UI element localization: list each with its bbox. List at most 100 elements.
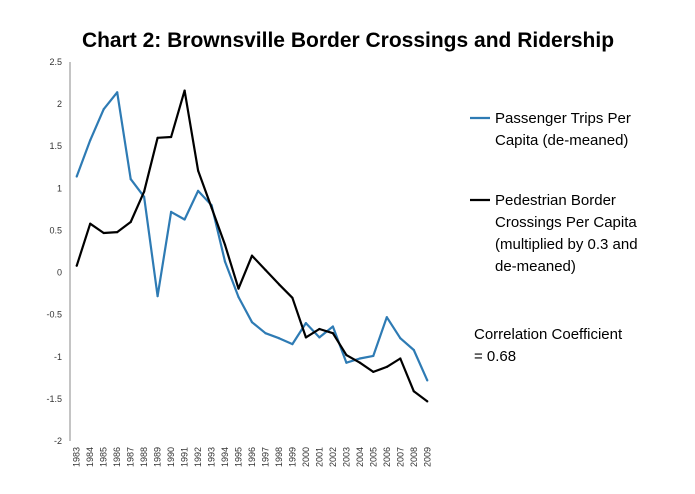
correlation-annotation: Correlation Coefficient = 0.68 [474, 326, 623, 365]
x-tick-label: 1983 [72, 447, 82, 467]
x-tick-label: 2002 [328, 447, 338, 467]
correlation-text: Correlation Coefficient [474, 326, 623, 343]
series-2-point [318, 327, 321, 331]
series-2-point [412, 390, 415, 393]
x-tick-label: 1987 [126, 447, 136, 467]
y-tick-label: 1.5 [49, 141, 62, 151]
series-2-point [372, 370, 375, 373]
y-tick-label: -0.5 [46, 310, 62, 320]
series-1-point [143, 195, 146, 198]
series-2-point [170, 135, 173, 139]
series-2-point [75, 264, 78, 267]
y-tick-label: 0 [57, 268, 62, 278]
series-2-point [331, 332, 334, 335]
series-1-point [223, 260, 227, 263]
series-1-point [385, 316, 388, 319]
x-ticks: 1983 1984 1985 1986 1987 1988 1989 1990 1991 1992… [72, 447, 433, 467]
x-tick-label: 1994 [220, 447, 230, 467]
legend-label-2: Crossings Per Capita [495, 214, 637, 231]
series-2-point [277, 283, 281, 286]
series-1-point [291, 343, 294, 346]
series-2-point [129, 220, 132, 224]
x-tick-label: 1984 [85, 447, 95, 467]
x-tick-label: 1986 [112, 447, 122, 467]
series-2-point [304, 336, 307, 339]
series-2-point [426, 400, 429, 403]
x-tick-label: 2009 [422, 447, 432, 467]
series-2-point [291, 296, 294, 299]
series-1-point [89, 139, 92, 142]
legend: Passenger Trips Per Capita (de-meaned) Ped… [470, 110, 638, 275]
x-tick-label: 1988 [139, 447, 149, 467]
x-tick-label: 1998 [274, 447, 284, 467]
x-tick-label: 1992 [193, 447, 203, 467]
series-2-point [210, 206, 213, 209]
series-2-point [183, 89, 186, 92]
legend-label-1: Capita (de-meaned) [495, 132, 628, 149]
x-tick-label: 1990 [166, 447, 176, 467]
x-tick-label: 2005 [368, 447, 378, 467]
series-1-point [129, 178, 132, 181]
series-2-point [250, 254, 254, 257]
series-1-point [331, 325, 334, 328]
x-tick-label: 1996 [247, 447, 257, 467]
x-tick-label: 1997 [260, 447, 270, 467]
y-tick-label: 2 [57, 99, 62, 109]
series-1-point [170, 210, 173, 213]
x-tick-label: 1991 [180, 447, 190, 467]
x-tick-label: 2001 [314, 447, 324, 467]
x-tick-label: 2006 [382, 447, 392, 467]
series-1-point [250, 321, 254, 324]
series-1-point [426, 379, 429, 382]
series-1-point [75, 175, 78, 178]
series-1-point [412, 348, 415, 352]
legend-label-2: Pedestrian Border [495, 192, 616, 209]
x-tick-label: 2004 [355, 447, 365, 467]
chart-title: Chart 2: Brownsville Border Crossings an… [82, 29, 614, 52]
x-tick-label: 1999 [287, 447, 297, 467]
legend-label-1: Passenger Trips Per [495, 110, 631, 127]
series-1-point [156, 295, 159, 298]
legend-label-2: de-meaned) [495, 258, 576, 275]
series-2-point [89, 222, 92, 225]
series-1-point [358, 357, 361, 360]
x-tick-label: 1989 [153, 447, 163, 467]
series-2-point [385, 365, 388, 368]
x-tick-label: 1995 [234, 447, 244, 467]
series-1-point [277, 337, 281, 340]
series-2-point [345, 354, 348, 357]
x-tick-label: 2007 [395, 447, 405, 467]
y-tick-label: -2 [54, 436, 62, 446]
y-tick-label: 1 [57, 183, 62, 193]
x-tick-label: 1993 [207, 447, 217, 467]
series-1-point [399, 337, 402, 340]
series-2-point [156, 136, 159, 139]
y-ticks: 2.5 2 1.5 1 0.5 0 -0.5 -1 -1.5 -2 [46, 57, 62, 446]
series-2-point [237, 287, 240, 290]
series-1-point [102, 108, 105, 111]
y-tick-label: -1.5 [46, 394, 62, 404]
series-1-point [183, 218, 186, 221]
series-2-point [116, 231, 119, 234]
series-2-point [399, 357, 402, 360]
correlation-text: = 0.68 [474, 348, 516, 365]
series-lines [75, 89, 429, 403]
series-line-1 [75, 91, 429, 381]
series-1-point [264, 332, 267, 335]
y-tick-label: 2.5 [49, 57, 62, 67]
series-2-point [223, 243, 227, 246]
series-2-point [264, 268, 267, 272]
x-tick-label: 1985 [99, 447, 109, 467]
y-tick-label: -1 [54, 352, 62, 362]
x-tick-label: 2003 [341, 447, 351, 467]
series-1-point [372, 354, 375, 357]
series-1-point [304, 322, 307, 325]
series-1-point [345, 361, 348, 364]
y-tick-label: 0.5 [49, 225, 62, 235]
legend-label-2: (multiplied by 0.3 and [495, 236, 638, 253]
series-1-point [318, 336, 321, 339]
series-2-point [102, 231, 105, 235]
x-tick-label: 2000 [301, 447, 311, 467]
series-2-point [358, 361, 361, 364]
